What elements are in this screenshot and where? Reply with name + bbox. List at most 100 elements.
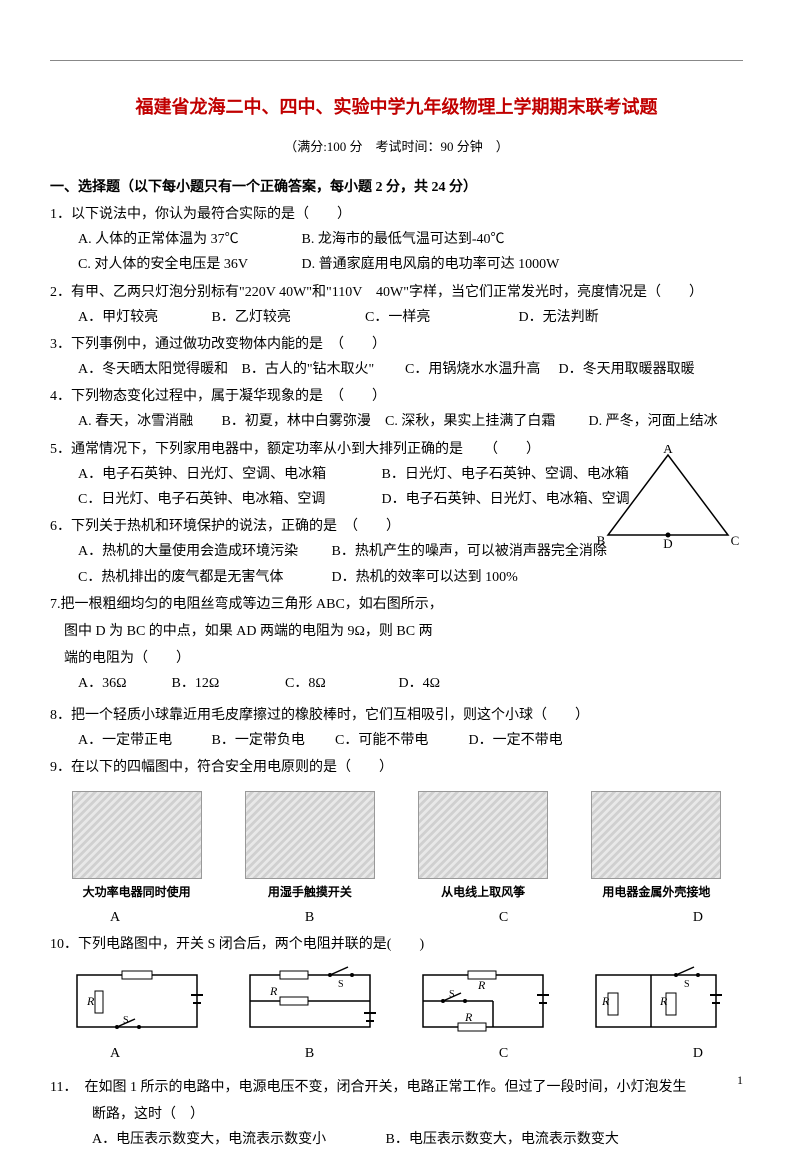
q1-line1: A. 人体的正常体温为 37℃ B. 龙海市的最低气温可达到-40℃ (50, 227, 743, 252)
svg-text:R: R (464, 1010, 473, 1024)
tri-label-a: A (663, 445, 673, 456)
page-number: 1 (737, 1070, 743, 1092)
q4-opts: A. 春天，冰雪消融 B．初夏，林中白雾弥漫 C. 深秋，果实上挂满了白霜 D.… (50, 409, 743, 434)
q10-la: A (110, 1041, 120, 1066)
q9-labels: A B C D (50, 905, 743, 930)
q8-stem: 8．把一个轻质小球靠近用毛皮摩擦过的橡胶棒时，它们互相吸引，则这个小球（ ） (50, 703, 743, 728)
q9-img-b: 用湿手触摸开关 (235, 788, 385, 903)
q10-lc: C (499, 1041, 508, 1066)
q6-d: D．热机的效率可以达到 100% (332, 565, 518, 590)
q8-b: B．一定带负电 (212, 728, 332, 753)
q8-c: C．可能不带电 (335, 728, 465, 753)
q3-opts: A．冬天晒太阳觉得暖和 B．古人的"钻木取火" C．用锅烧水水温升高 D．冬天用… (50, 357, 743, 382)
q9-cap-d: 用电器金属外壳接地 (602, 882, 710, 904)
svg-text:S: S (684, 979, 690, 990)
q2-d: D．无法判断 (519, 305, 599, 330)
q7-opts: A．36Ω B．12Ω C．8Ω D．4Ω (50, 671, 743, 696)
q7-c: C．8Ω (285, 671, 395, 696)
q9-stem: 9．在以下的四幅图中，符合安全用电原则的是（ ） (50, 755, 743, 780)
q6-c: C．热机排出的废气都是无害气体 (78, 565, 328, 590)
q7-stem2: 图中 D 为 BC 的中点，如果 AD 两端的电阻为 9Ω，则 BC 两 (50, 619, 743, 644)
q7-d: D．4Ω (399, 671, 441, 696)
q6-b: B．热机产生的噪声，可以被消声器完全消除 (332, 539, 607, 564)
q4-a: A. 春天，冰雪消融 (78, 409, 218, 434)
q11-opts: A．电压表示数变大，电流表示数变小 B．电压表示数变大，电流表示数变大 (50, 1127, 743, 1152)
q5-c: C．日光灯、电子石英钟、电冰箱、空调 (78, 487, 378, 512)
top-rule (50, 60, 743, 61)
q10-lb: B (305, 1041, 314, 1066)
q9-cap-b: 用湿手触摸开关 (268, 882, 352, 904)
kite-wire-icon (418, 791, 548, 879)
q1-stem: 1．以下说法中，你认为最符合实际的是（ ） (50, 202, 743, 227)
svg-text:S: S (449, 989, 455, 1000)
svg-text:R: R (601, 994, 610, 1008)
q2-a: A．甲灯较亮 (78, 305, 208, 330)
q10-circuits: R S S R R S R S (50, 965, 743, 1037)
q9-ld: D (693, 905, 703, 930)
q5-b: B．日光灯、电子石英钟、空调、电冰箱 (382, 462, 629, 487)
q10-labels: A B C D (50, 1041, 743, 1066)
q3-a: A．冬天晒太阳觉得暖和 (78, 357, 238, 382)
q3-c: C．用锅烧水水温升高 (405, 357, 555, 382)
q11-stem1: 11． 在如图 1 所示的电路中，电源电压不变，闭合开关，电路正常工作。但过了一… (50, 1075, 743, 1100)
grounding-icon (591, 791, 721, 879)
q9-lc: C (499, 905, 508, 930)
q7-a: A．36Ω (78, 671, 168, 696)
q4-c: C. 深秋，果实上挂满了白霜 (385, 409, 585, 434)
q11-stem2: 断路，这时（ ） (50, 1102, 743, 1127)
exam-subtitle: （满分:100 分 考试时间：90 分钟 ） (50, 135, 743, 158)
q2-b: B．乙灯较亮 (212, 305, 362, 330)
svg-text:R: R (659, 994, 668, 1008)
q2-opts: A．甲灯较亮 B．乙灯较亮 C．一样亮 D．无法判断 (50, 305, 743, 330)
svg-text:S: S (123, 1015, 129, 1026)
appliances-icon (72, 791, 202, 879)
q1-b: B. 龙海市的最低气温可达到-40℃ (302, 227, 505, 252)
q1-c: C. 对人体的安全电压是 36V (78, 252, 298, 277)
q10-stem: 10．下列电路图中，开关 S 闭合后，两个电阻并联的是( ) (50, 932, 743, 957)
q11-b: B．电压表示数变大，电流表示数变大 (386, 1127, 619, 1152)
q11-a: A．电压表示数变大，电流表示数变小 (92, 1127, 382, 1152)
svg-text:R: R (477, 978, 486, 992)
q5-a: A．电子石英钟、日光灯、空调、电冰箱 (78, 462, 378, 487)
circuit-d-icon: S R R (586, 965, 726, 1037)
tri-label-d: D (663, 536, 672, 550)
q6-a: A．热机的大量使用会造成环境污染 (78, 539, 328, 564)
q9-img-c: 从电线上取风筝 (408, 788, 558, 903)
svg-text:R: R (269, 984, 278, 998)
q4-b: B．初夏，林中白雾弥漫 (222, 409, 382, 434)
q7-b: B．12Ω (172, 671, 282, 696)
q10-ld: D (693, 1041, 703, 1066)
q1-d: D. 普通家庭用电风扇的电功率可达 1000W (302, 252, 560, 277)
q7-stem1: 7.把一根粗细均匀的电阻丝弯成等边三角形 ABC，如右图所示， (50, 592, 743, 617)
svg-text:S: S (338, 979, 344, 990)
q8-d: D．一定不带电 (469, 728, 563, 753)
q3-stem: 3．下列事例中，通过做功改变物体内能的是 （ ） (50, 332, 743, 357)
triangle-figure: A B C D (593, 445, 743, 550)
q9-la: A (110, 905, 120, 930)
q2-c: C．一样亮 (365, 305, 515, 330)
q9-img-a: 大功率电器同时使用 (62, 788, 212, 903)
circuit-b-icon: S R (240, 965, 380, 1037)
wet-hand-switch-icon (245, 791, 375, 879)
q9-images: 大功率电器同时使用 用湿手触摸开关 从电线上取风筝 用电器金属外壳接地 (50, 788, 743, 903)
q2-stem: 2．有甲、乙两只灯泡分别标有"220V 40W"和"110V 40W"字样，当它… (50, 280, 743, 305)
q3-b: B．古人的"钻木取火" (242, 357, 402, 382)
q6-line2: C．热机排出的废气都是无害气体 D．热机的效率可以达到 100% (50, 565, 743, 590)
exam-title: 福建省龙海二中、四中、实验中学九年级物理上学期期末联考试题 (50, 91, 743, 123)
q9-img-d: 用电器金属外壳接地 (581, 788, 731, 903)
circuit-a-icon: R S (67, 965, 207, 1037)
circuit-c-icon: R S R (413, 965, 553, 1037)
svg-text:R: R (86, 994, 95, 1008)
q8-opts: A．一定带正电 B．一定带负电 C．可能不带电 D．一定不带电 (50, 728, 743, 753)
section-header: 一、选择题（以下每小题只有一个正确答案，每小题 2 分，共 24 分） (50, 175, 743, 200)
q7-stem3: 端的电阻为（ ） (50, 646, 743, 671)
q1-a: A. 人体的正常体温为 37℃ (78, 227, 298, 252)
q3-d: D．冬天用取暖器取暖 (559, 357, 695, 382)
q1-line2: C. 对人体的安全电压是 36V D. 普通家庭用电风扇的电功率可达 1000W (50, 252, 743, 277)
q4-d: D. 严冬，河面上结冰 (589, 409, 718, 434)
tri-label-c: C (731, 533, 740, 548)
q8-a: A．一定带正电 (78, 728, 208, 753)
tri-label-b: B (597, 533, 606, 548)
q4-stem: 4．下列物态变化过程中，属于凝华现象的是 （ ） (50, 384, 743, 409)
q9-cap-a: 大功率电器同时使用 (83, 882, 191, 904)
